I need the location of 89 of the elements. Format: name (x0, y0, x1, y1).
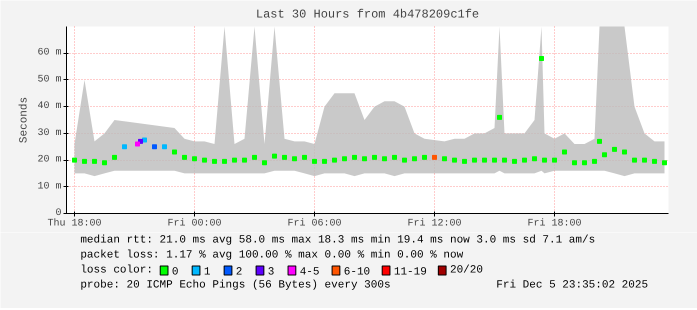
point (322, 158, 327, 164)
point (442, 156, 447, 162)
point (562, 150, 567, 155)
legend-title: loss color: (80, 264, 153, 276)
text: Fri Dec 5 23:35:02 2025 (496, 280, 648, 292)
point (522, 158, 527, 163)
chart-title: Last 30 Hours from 4b478209c1fe (256, 8, 480, 22)
point (242, 158, 247, 163)
point (462, 158, 467, 164)
x-tick-label: Fri 00:00 (167, 218, 222, 230)
point (212, 158, 217, 164)
point (597, 138, 602, 144)
point (362, 156, 367, 162)
point (92, 158, 97, 164)
text: probe: 20 ICMP Echo Pings (56 Bytes) every 300s (80, 280, 391, 292)
point (112, 154, 117, 160)
point (332, 158, 337, 163)
point (162, 144, 167, 150)
point (272, 154, 277, 159)
point (542, 158, 547, 163)
legend-label: 4-5 (300, 266, 320, 278)
point (372, 154, 377, 160)
point (482, 158, 487, 163)
point (312, 158, 317, 164)
point (592, 158, 597, 164)
point (652, 158, 657, 164)
point (452, 158, 457, 163)
point (82, 158, 87, 164)
point (402, 158, 407, 163)
y-tick-label: 30 m (37, 128, 62, 139)
point (432, 154, 437, 160)
point (492, 158, 497, 163)
legend-label: 20/20 (450, 264, 483, 276)
legend-label: 6-10 (344, 266, 370, 278)
legend-label: 2 (236, 266, 242, 278)
point (182, 154, 187, 160)
legend-label: 1 (204, 266, 211, 278)
point (552, 158, 557, 163)
point (292, 156, 297, 162)
x-tick-label: Thu 18:00 (47, 218, 102, 230)
point (422, 154, 427, 160)
y-tick-label: 10 m (37, 181, 62, 192)
legend-label: 0 (172, 266, 178, 278)
x-tick-label: Fri 18:00 (527, 218, 582, 230)
y-tick-label: 40 m (37, 101, 62, 112)
point (135, 142, 140, 147)
x-tick-label: Fri 06:00 (287, 218, 342, 230)
point (412, 156, 417, 162)
point (532, 156, 537, 162)
point (282, 154, 287, 160)
legend-label: 3 (268, 266, 274, 278)
point (72, 158, 77, 163)
point (352, 154, 357, 160)
point (252, 154, 257, 160)
point (512, 158, 517, 164)
point (392, 154, 397, 160)
point (152, 144, 157, 150)
point (502, 158, 507, 163)
point (342, 156, 347, 162)
point (232, 158, 237, 163)
point (122, 144, 127, 150)
x-tick-label: Fri 12:00 (407, 218, 462, 230)
point (582, 160, 587, 166)
y-tick-label: 0 (56, 208, 62, 219)
text: median rtt: 21.0 ms avg 58.0 ms max 18.3 ms min 19.4 ms now 3.0 ms sd 7.1 am/s (80, 234, 596, 246)
point (172, 150, 177, 155)
point (262, 160, 267, 166)
point (622, 150, 627, 155)
point (642, 158, 647, 163)
y-axis-title: Seconds (18, 96, 30, 144)
text: packet loss: 1.17 % avg 100.00 % max 0.00 % min 0.00 % now (80, 250, 464, 262)
point (382, 156, 387, 162)
point (192, 156, 197, 162)
point (602, 152, 607, 158)
point (497, 114, 502, 120)
point (472, 158, 477, 163)
legend-label: 11-19 (394, 266, 427, 278)
point (102, 160, 107, 166)
point (632, 158, 637, 163)
point (202, 158, 207, 163)
y-tick-label: 20 m (37, 154, 62, 166)
point (572, 160, 577, 166)
point (222, 158, 227, 164)
point (662, 160, 667, 166)
point (539, 56, 544, 62)
y-tick-label: 60 m (37, 48, 62, 59)
point (302, 154, 307, 160)
point (612, 146, 617, 152)
y-tick-label: 50 m (37, 74, 62, 86)
